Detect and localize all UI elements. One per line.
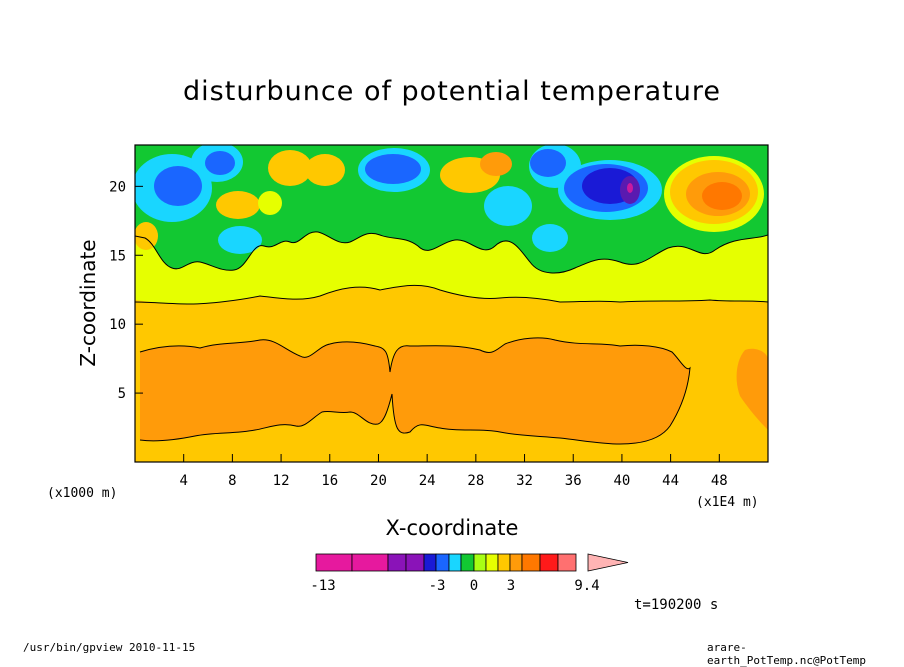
- colorbar-segment: [387, 553, 407, 572]
- x-tick-label: 12: [273, 473, 290, 489]
- colorbar-segment: [448, 553, 462, 572]
- contour-field: [135, 145, 768, 462]
- colorbar-segment: [497, 553, 511, 572]
- x-tick-label: 28: [467, 473, 484, 489]
- y-ticks: 5 10 15 20: [109, 179, 143, 402]
- contour-line-2: [139, 337, 691, 445]
- x-axis-label: X-coordinate: [386, 516, 519, 540]
- x-tick-label: 36: [565, 473, 582, 489]
- colorbar-arrow: [587, 553, 629, 572]
- blob-orange-6: [135, 222, 158, 250]
- y-axis-label: Z-coordinate: [76, 239, 100, 366]
- y-tick-label: 10: [109, 317, 126, 333]
- y-tick-label: 15: [109, 248, 126, 264]
- y-tick-label: 20: [109, 179, 126, 195]
- field-warm-core: [140, 337, 690, 444]
- blob-blue-1: [154, 166, 202, 206]
- footer-left: /usr/bin/gpview 2010-11-15: [23, 641, 196, 654]
- colorbar-label: 3: [507, 578, 515, 594]
- colorbar-label: -3: [429, 578, 446, 594]
- x-tick-label: 20: [370, 473, 387, 489]
- blob-cyan-5: [484, 186, 532, 226]
- colorbar-segment: [509, 553, 523, 572]
- plot-frame: [134, 144, 769, 463]
- colorbar-label: -13: [310, 578, 335, 594]
- footer-right: arare-earth_PotTemp.nc@PotTemp: [707, 641, 866, 667]
- x-unit-label: (x1000 m): [47, 486, 117, 501]
- x-tick-label: 8: [228, 473, 236, 489]
- colorbar-segment: [405, 553, 425, 572]
- colorbar: [315, 553, 629, 572]
- colorbar-segment: [351, 553, 389, 572]
- colorbar-segment: [460, 553, 475, 572]
- blob-blue-2: [205, 151, 235, 175]
- blob-blue-5: [530, 149, 566, 177]
- colorbar-segment: [539, 553, 559, 572]
- blob-yellow-1: [258, 191, 282, 215]
- colorbar-labels: -13 -3 0 3 9.4: [310, 578, 599, 594]
- x-tick-label: 4: [179, 473, 187, 489]
- x-tick-label: 40: [613, 473, 630, 489]
- blob-cyan-6: [532, 224, 568, 252]
- blob-magenta-1: [627, 183, 633, 193]
- x-multiplier-label: (x1E4 m): [696, 495, 759, 510]
- time-label: t=190200 s: [634, 597, 718, 613]
- blob-orange-4: [480, 152, 512, 176]
- colorbar-segment: [557, 553, 577, 572]
- colorbar-segment: [423, 553, 437, 572]
- blob-orange-5: [216, 191, 260, 219]
- chart-title: disturbunce of potential temperature: [183, 76, 721, 107]
- contour-line-3: [135, 231, 768, 274]
- colorbar-segment: [521, 553, 541, 572]
- contour-line-1: [135, 284, 768, 305]
- x-tick-label: 16: [321, 473, 338, 489]
- x-tick-label: 24: [419, 473, 436, 489]
- colorbar-segment: [485, 553, 499, 572]
- colorbar-label: 9.4: [574, 578, 599, 594]
- colorbar-segment: [473, 553, 487, 572]
- x-tick-label: 44: [662, 473, 679, 489]
- blob-cyan-2: [218, 226, 262, 254]
- colorbar-segment: [315, 553, 353, 572]
- blob-blue-3: [365, 154, 421, 184]
- y-tick-label: 5: [118, 386, 126, 402]
- blob-orange-1: [268, 150, 312, 186]
- blob-right-core: [702, 182, 742, 210]
- colorbar-label: 0: [470, 578, 478, 594]
- x-ticks: 4 8 12 16 20 24 28 32 36 40 44 48: [179, 454, 728, 489]
- x-tick-label: 32: [516, 473, 533, 489]
- blob-orange-2: [305, 154, 345, 186]
- colorbar-segment: [435, 553, 450, 572]
- field-warm-core-right: [736, 348, 768, 430]
- x-tick-label: 48: [711, 473, 728, 489]
